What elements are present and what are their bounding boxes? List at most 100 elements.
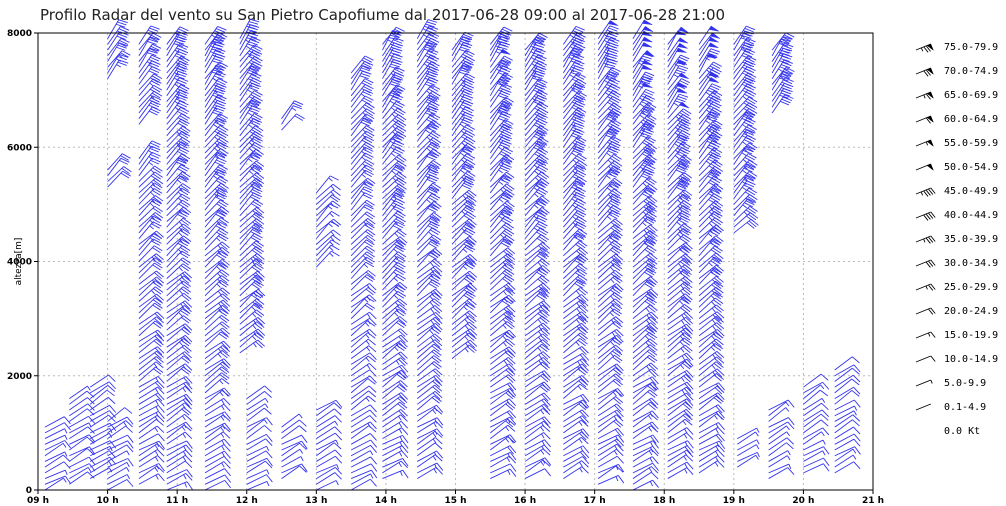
legend-entry: 45.0-49.9 xyxy=(915,186,998,197)
wind-barb xyxy=(166,413,192,428)
wind-barb xyxy=(204,331,229,348)
wind-barb xyxy=(239,172,265,188)
wind-barb xyxy=(416,442,443,457)
wind-barb xyxy=(281,463,308,474)
wind-barb xyxy=(597,409,624,422)
wind-barb xyxy=(350,328,377,342)
wind-barb xyxy=(698,111,721,131)
wind-barb xyxy=(632,136,656,154)
wind-barb xyxy=(563,383,588,399)
legend-label: 10.0-14.9 xyxy=(944,354,998,365)
wind-barb xyxy=(316,250,340,268)
wind-barb xyxy=(698,42,719,62)
wind-barb xyxy=(562,53,585,74)
wind-barb xyxy=(632,230,658,245)
wind-barb xyxy=(667,264,693,279)
wind-barb xyxy=(350,204,374,222)
wind-barb xyxy=(382,369,409,382)
wind-barb xyxy=(416,141,441,159)
wind-barb xyxy=(524,370,551,382)
wind-barb xyxy=(698,25,720,45)
wind-barb xyxy=(524,468,552,479)
legend-label: 0.0 Kt xyxy=(944,426,980,437)
y-tick-label: 4000 xyxy=(7,258,32,268)
wind-barb xyxy=(597,434,625,445)
wind-barb xyxy=(281,105,303,125)
wind-barb xyxy=(632,276,658,291)
wind-barb xyxy=(803,373,829,388)
wind-barb xyxy=(107,466,130,479)
wind-barb xyxy=(350,261,375,279)
wind-barb xyxy=(239,44,263,62)
wind-barb xyxy=(597,363,624,377)
wind-barb xyxy=(667,281,693,297)
wind-barb xyxy=(416,430,443,445)
wind-barb xyxy=(490,445,517,457)
wind-barb xyxy=(698,159,723,177)
wind-barb xyxy=(632,187,656,205)
wind-barb xyxy=(834,367,860,382)
wind-barb xyxy=(451,64,473,85)
wind-barb xyxy=(524,309,550,325)
wind-profile xyxy=(451,31,478,359)
wind-barb xyxy=(667,358,694,371)
wind-barb xyxy=(737,451,760,462)
x-tick-label: 20 h xyxy=(792,496,814,506)
wind-barb xyxy=(563,375,589,388)
wind-barb xyxy=(246,390,272,405)
wind-barb xyxy=(204,438,231,451)
wind-profile xyxy=(597,20,625,485)
x-tick-label: 12 h xyxy=(236,496,258,506)
wind-barb xyxy=(563,247,589,262)
wind-barb xyxy=(204,258,230,274)
wind-barb xyxy=(524,195,550,211)
wind-barb xyxy=(89,381,116,394)
wind-barb xyxy=(382,221,405,239)
wind-profile xyxy=(632,19,659,491)
wind-barb xyxy=(834,374,861,388)
wind-barb xyxy=(382,396,408,411)
wind-barb xyxy=(350,125,375,142)
wind-barb xyxy=(239,36,261,57)
wind-barb xyxy=(489,154,515,171)
wind-barb xyxy=(563,460,589,474)
legend-entry: 60.0-64.9 xyxy=(915,114,998,125)
wind-barb xyxy=(524,300,551,314)
wind-barb xyxy=(667,440,694,451)
wind-barb xyxy=(166,280,191,297)
y-tick-label: 6000 xyxy=(7,143,32,153)
wind-barb xyxy=(834,454,857,468)
chart-title: Profilo Radar del vento su San Pietro Ca… xyxy=(40,6,726,24)
wind-barb xyxy=(350,239,375,257)
wind-barb xyxy=(524,48,546,68)
wind-barb xyxy=(44,442,67,457)
wind-barb xyxy=(246,419,268,434)
wind-barb xyxy=(204,378,230,394)
wind-barb xyxy=(204,431,231,445)
wind-barb xyxy=(316,189,341,205)
wind-barb xyxy=(667,163,690,182)
wind-barb xyxy=(490,310,516,325)
wind-barb xyxy=(489,96,514,114)
wind-barb xyxy=(350,229,376,245)
wind-barb xyxy=(597,269,623,285)
wind-barb xyxy=(416,349,442,365)
wind-barb xyxy=(382,244,406,262)
wind-barb xyxy=(350,113,375,131)
wind-barb xyxy=(350,135,374,154)
wind-barb xyxy=(417,467,443,479)
wind-barb xyxy=(667,386,694,399)
wind-barb xyxy=(524,315,550,331)
wind-barb xyxy=(246,450,273,462)
wind-barb xyxy=(490,401,516,417)
wind-barb xyxy=(562,60,585,79)
wind-barb xyxy=(382,140,405,159)
wind-barbs xyxy=(44,18,861,491)
wind-barb xyxy=(166,153,191,171)
wind-barb xyxy=(451,239,476,257)
wind-barb xyxy=(632,466,659,479)
wind-barb xyxy=(632,143,657,160)
wind-barb xyxy=(138,302,163,319)
wind-barb xyxy=(204,358,231,371)
wind-barb xyxy=(667,344,693,359)
